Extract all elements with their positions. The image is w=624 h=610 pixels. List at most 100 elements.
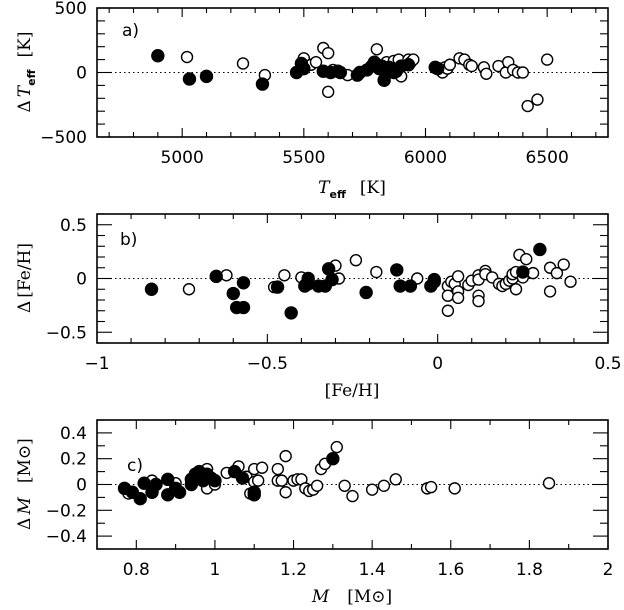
panel-a-xlabel-main: T (318, 178, 331, 198)
panel-a-point-open (521, 99, 534, 113)
panel-a-point-open (540, 53, 554, 66)
panel-c-label: c) (127, 456, 143, 476)
panel-a-y-axis-label: ΔTeff [K] (15, 32, 38, 113)
panel-c-ylabel-main: M (15, 497, 35, 516)
panel-b-point-open (182, 283, 196, 296)
panel-a-point-filled (401, 58, 416, 72)
panel-c: 0.8 1 1.2 1.4 1.6 1.8 2−0.4−0.200.20.4 c) ΔM[M… (15, 419, 613, 607)
panel-a-y-tick-label: 0 (76, 64, 87, 84)
panel-a-ylabel-sub: eff (25, 69, 38, 85)
panel-c-point-open (255, 461, 269, 474)
panel-b-point-filled (359, 285, 373, 300)
panel-c-x-tick-label: 1.4 (359, 560, 386, 580)
panel-c-point-open (330, 440, 343, 454)
panel-c-y-tick-label: −0.2 (46, 501, 87, 521)
panel-c-point-filled (149, 477, 163, 492)
panel-b-ylabel-prefix: Δ (15, 301, 35, 313)
panel-c-point-open (271, 462, 285, 476)
panel-a-marks: 5000 5500 6000 6500 −500 0 500 (40, 0, 609, 168)
panel-b-point-open (543, 285, 557, 298)
panel-c-marks: 0.8 1 1.2 1.4 1.6 1.8 2 −0.4 −0.2 0 0.2 0.4 (46, 419, 613, 580)
panel-c-y-tick-label: 0.4 (60, 424, 87, 444)
panel-c-y-tick-label: −0.4 (46, 527, 87, 547)
panel-a-x-tick-label: 6000 (404, 148, 447, 168)
panel-b-x-axis-label: [Fe/H] (325, 381, 380, 401)
panel-b-point-open (349, 254, 363, 267)
panel-a-x-tick-label: 5000 (161, 148, 204, 168)
panel-a-point-filled (333, 65, 348, 80)
panel-a-point-filled (430, 61, 445, 76)
panel-c-point-filled (235, 471, 250, 485)
panel-b-point-filled (284, 306, 298, 320)
panel-c-y-axis-label: ΔM [M⊙] (15, 438, 35, 530)
panel-c-point-open (279, 486, 292, 499)
panel-b-point-open (472, 294, 485, 308)
panel-b-point-filled (427, 272, 441, 287)
panel-c-frame (96, 419, 609, 550)
panel-a-ylabel-unit: [K] (15, 32, 35, 58)
panel-b-point-open (441, 289, 455, 302)
panel-a-x-tick-label: 5500 (282, 148, 325, 168)
panel-b-label: b) (120, 230, 137, 250)
panel-b-point-filled (533, 242, 547, 257)
panel-b-point-open (557, 258, 570, 271)
panel-a-ylabel-prefix: Δ (15, 100, 35, 112)
panel-a-xlabel-unit: [K] (360, 178, 386, 198)
panel-c-y-tick-label: 0 (76, 476, 87, 496)
svg-text:Δ[Fe/H]: Δ [Fe/H] (15, 243, 35, 313)
panel-b-x-tick-label: 0.5 (594, 354, 621, 374)
panel-b-point-filled (270, 280, 285, 294)
panel-a-point-filled (255, 77, 270, 91)
panel-c-x-tick-label: 0.8 (123, 560, 150, 580)
panel-a-ylabel-main: T (15, 84, 35, 97)
panel-a-x-axis-label: Teff [K] (318, 178, 386, 201)
panel-b-point-open (278, 269, 291, 282)
panel-b-point-open (564, 275, 577, 288)
panel-a-point-open (516, 66, 530, 79)
panel-a-point-filled (151, 49, 165, 63)
panel-c-point-open (346, 489, 359, 503)
panel-b-point-open (550, 266, 564, 280)
panel-a-point-filled (297, 61, 311, 76)
panel-c-point-filled (326, 452, 340, 466)
panel-a-y-tick-label: 500 (55, 0, 87, 19)
panel-b-point-filled (390, 263, 404, 277)
panel-b-point-filled (403, 279, 418, 293)
panel-c-x-axis-label: M [M⊙] (311, 587, 392, 607)
panel-b-point-filled (144, 282, 159, 296)
panel-c-point-filled (161, 472, 175, 487)
panel-a-label: a) (122, 21, 139, 41)
panel-a-point-open (180, 50, 194, 64)
panel-a-frame (96, 7, 609, 138)
panel-b-point-filled (236, 300, 251, 315)
panel-c-point-open (338, 479, 351, 492)
panel-c-point-open (279, 449, 292, 463)
panel-a-point-open (480, 67, 493, 80)
panel-c-point-open (275, 474, 288, 487)
panel-c-x-tick-label: 1.2 (280, 560, 307, 580)
panel-b-point-filled (236, 276, 251, 290)
panel-a-y-tick-label: −500 (40, 128, 87, 148)
panel-a-xlabel-sub: eff (330, 188, 346, 201)
panel-b-point-open (451, 291, 465, 305)
panel-b-point-filled (325, 272, 339, 287)
panel-b-marks: −1 −0.5 0 0.5 −0.5 0 0.5 (46, 213, 622, 374)
panel-a-point-open (465, 59, 478, 73)
panel-b-point-filled (209, 269, 223, 284)
panel-c-point-open (389, 473, 402, 486)
panel-b-x-tick-label: −0.5 (247, 354, 288, 374)
panel-a-point-filled (182, 72, 197, 86)
panel-c-x-tick-label: 1.6 (437, 560, 464, 580)
panel-b-point-filled (516, 265, 530, 279)
panel-a-point-open (321, 85, 335, 99)
panel-a-x-tick-label: 6500 (526, 148, 569, 168)
panel-c-x-tick-label: 1.8 (516, 560, 543, 580)
panel-c-point-filled (172, 485, 187, 499)
panel-c-point-open (448, 482, 461, 495)
panel-b-point-filled (226, 286, 240, 301)
panel-a-point-open (531, 93, 544, 106)
panel-b-y-tick-label: 0 (76, 270, 87, 290)
panel-c-point-open (424, 480, 438, 494)
